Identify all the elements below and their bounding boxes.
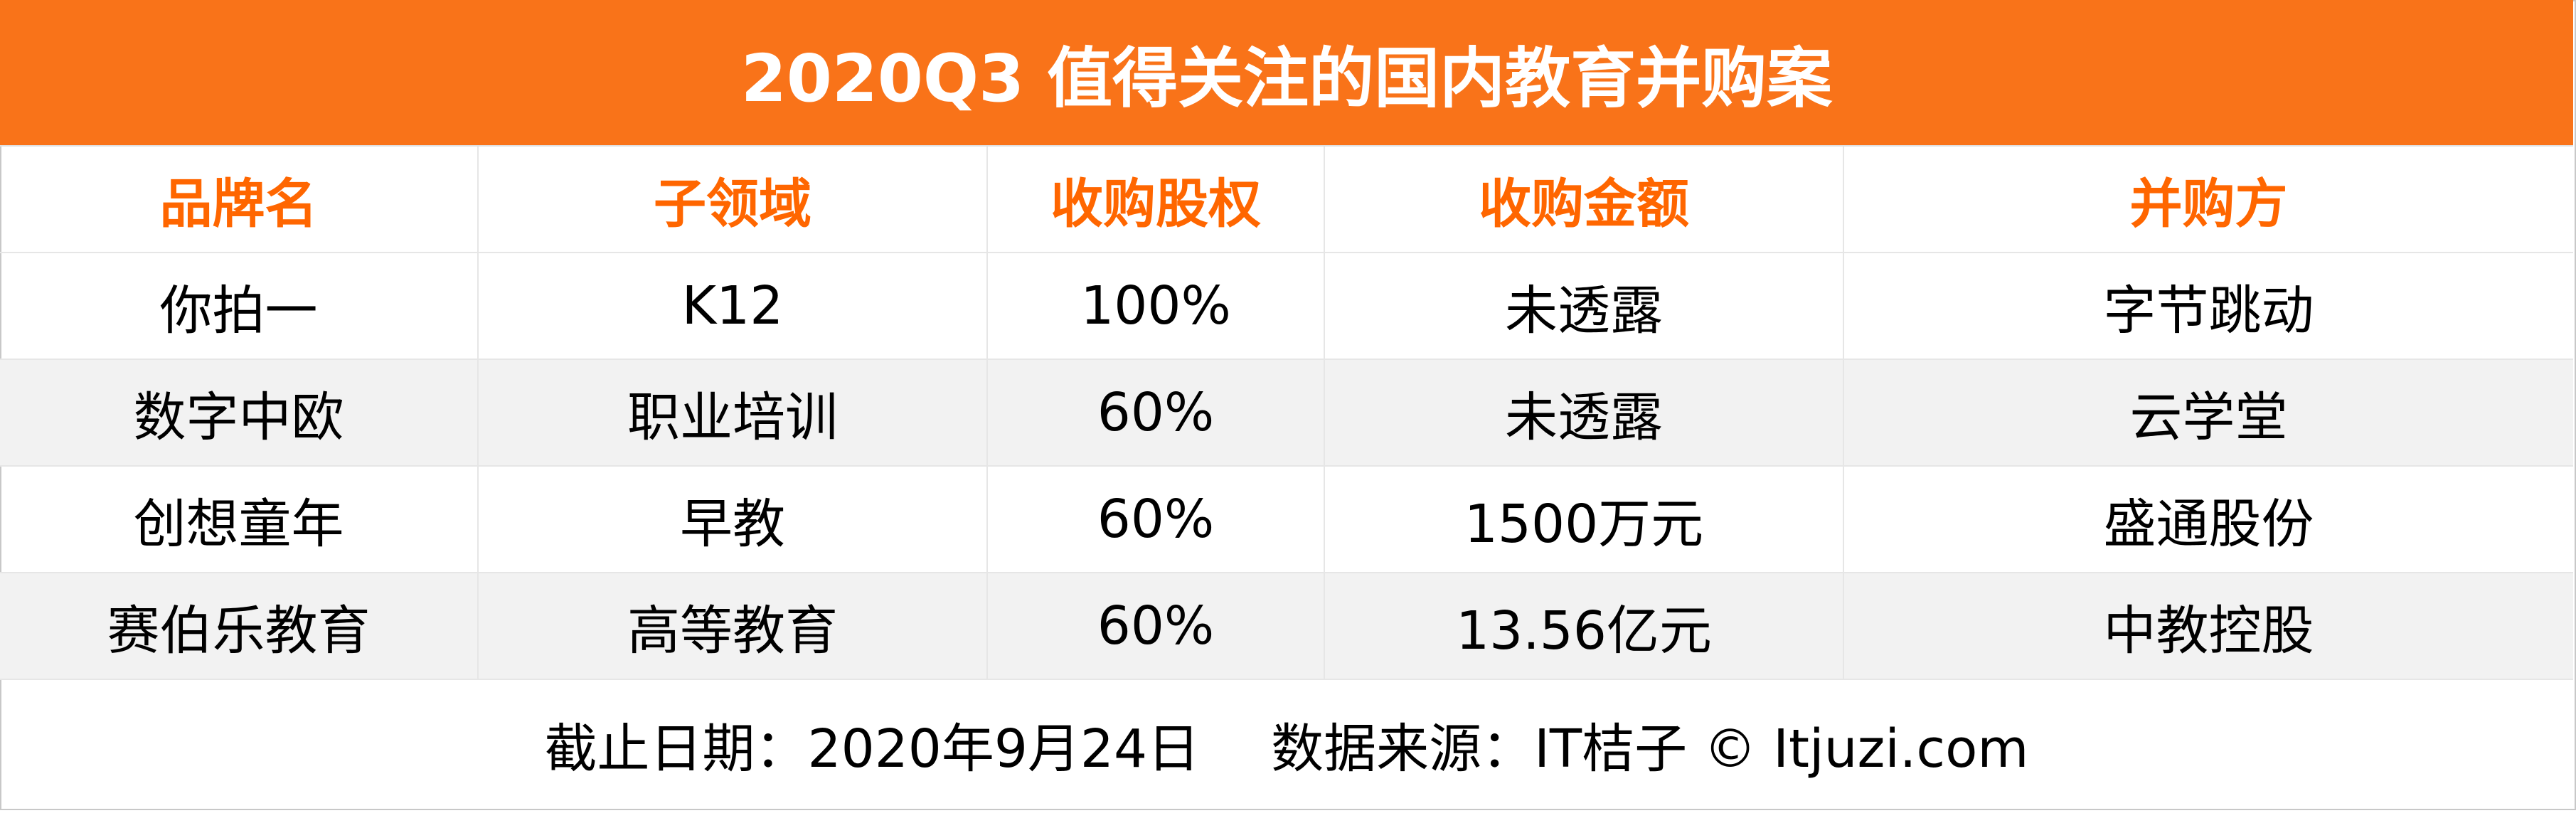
data-source: 数据来源：IT桔子 © Itjuzi.com bbox=[1271, 718, 2029, 780]
cell-acquirer: 云学堂 bbox=[1843, 359, 2573, 467]
cell-amount: 未透露 bbox=[1324, 252, 1844, 360]
cell-acquirer: 盛通股份 bbox=[1843, 465, 2573, 573]
cell-acquirer: 中教控股 bbox=[1843, 572, 2573, 680]
column-header-subfield: 子领域 bbox=[477, 147, 988, 253]
cell-subfield: 职业培训 bbox=[477, 359, 988, 467]
cell-subfield: 高等教育 bbox=[477, 572, 988, 680]
cell-brand: 你拍一 bbox=[0, 252, 479, 360]
cell-amount: 13.56亿元 bbox=[1324, 572, 1844, 680]
table-row: 你拍一 K12 100% 未透露 字节跳动 bbox=[0, 252, 2573, 360]
cell-amount: 1500万元 bbox=[1324, 465, 1844, 573]
cell-equity: 60% bbox=[986, 359, 1325, 467]
acquisitions-table: 品牌名 子领域 收购股权 收购金额 并购方 你拍一 K12 100% 未透露 字… bbox=[0, 147, 2573, 680]
cell-brand: 创想童年 bbox=[0, 465, 479, 573]
header-row: 品牌名 子领域 收购股权 收购金额 并购方 bbox=[0, 147, 2573, 253]
cell-equity: 60% bbox=[986, 465, 1325, 573]
column-header-amount: 收购金额 bbox=[1324, 147, 1844, 253]
cell-amount: 未透露 bbox=[1324, 359, 1844, 467]
table-row: 赛伯乐教育 高等教育 60% 13.56亿元 中教控股 bbox=[0, 572, 2573, 680]
column-header-acquirer: 并购方 bbox=[1843, 147, 2573, 253]
cell-subfield: K12 bbox=[477, 252, 988, 360]
cell-subfield: 早教 bbox=[477, 465, 988, 573]
column-header-brand: 品牌名 bbox=[0, 147, 479, 253]
cutoff-date: 截止日期：2020年9月24日 bbox=[544, 718, 1201, 780]
page-title: 2020Q3 值得关注的国内教育并购案 bbox=[0, 0, 2573, 147]
cell-brand: 赛伯乐教育 bbox=[0, 572, 479, 680]
table-row: 数字中欧 职业培训 60% 未透露 云学堂 bbox=[0, 359, 2573, 467]
cell-equity: 100% bbox=[986, 252, 1325, 360]
cell-brand: 数字中欧 bbox=[0, 359, 479, 467]
cell-equity: 60% bbox=[986, 572, 1325, 680]
table-row: 创想童年 早教 60% 1500万元 盛通股份 bbox=[0, 465, 2573, 573]
column-header-equity: 收购股权 bbox=[986, 147, 1325, 253]
cell-acquirer: 字节跳动 bbox=[1843, 252, 2573, 360]
footer: 截止日期：2020年9月24日 数据来源：IT桔子 © Itjuzi.com bbox=[0, 681, 2573, 807]
